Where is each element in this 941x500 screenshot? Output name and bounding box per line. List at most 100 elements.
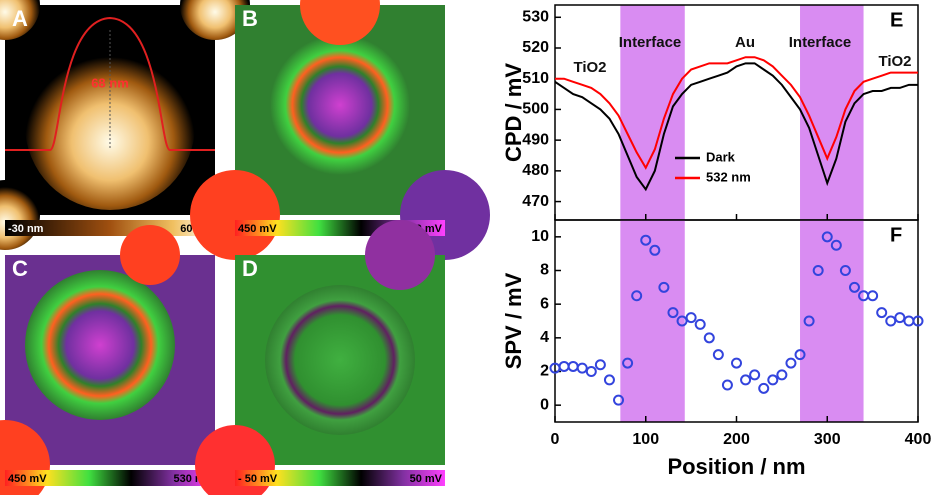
y-axis-label: CPD / mV — [501, 63, 526, 162]
spv-point — [594, 359, 606, 371]
x-tick-label: 400 — [905, 431, 932, 448]
panel-label: C — [12, 256, 28, 281]
spv-point — [803, 315, 815, 327]
spv-point — [585, 366, 597, 377]
annotation: TiO2 — [573, 59, 606, 76]
spv-point — [576, 362, 588, 374]
cpd-map — [25, 270, 175, 420]
spv-point — [839, 265, 851, 276]
cpd-line — [554, 62, 918, 192]
colorbar-min: - 50 mV — [238, 473, 278, 485]
colorbar-min: 450 mV — [8, 473, 47, 485]
x-tick-label: 300 — [814, 431, 841, 448]
spv-point — [830, 239, 842, 251]
spv-point — [749, 369, 761, 381]
y-tick-label: 470 — [522, 193, 549, 210]
spv-point — [721, 379, 733, 391]
au-particle — [25, 40, 195, 210]
annotation: Interface — [789, 34, 852, 51]
y-tick-label: 510 — [522, 70, 549, 87]
y-tick-label: 4 — [540, 329, 549, 346]
y-tick-label: 520 — [522, 39, 549, 56]
x-tick-label: 200 — [723, 431, 750, 448]
panel-label: A — [12, 6, 28, 31]
cpd-map — [300, 0, 380, 45]
cpd-map — [120, 225, 180, 285]
y-tick-label: 530 — [522, 9, 549, 26]
spv-point — [785, 357, 797, 369]
spv-point — [631, 290, 643, 302]
spv-map — [365, 220, 435, 290]
y-tick-label: 500 — [522, 101, 549, 118]
y-tick-label: 8 — [540, 262, 549, 279]
spv-point — [912, 315, 924, 327]
au-particle — [0, 0, 40, 40]
spv-point — [649, 244, 661, 256]
interface-region — [620, 220, 685, 422]
panel-label: E — [890, 9, 903, 31]
spv-point — [885, 315, 897, 327]
au-particle — [180, 0, 250, 40]
interface-region — [620, 5, 685, 220]
y-axis-label: SPV / mV — [501, 272, 526, 369]
spv-point — [876, 307, 888, 319]
panel-label: D — [242, 256, 258, 281]
spv-point — [821, 231, 833, 243]
spv-point — [622, 357, 634, 369]
legend-label: 532 nm — [706, 169, 751, 184]
spv-point — [694, 318, 706, 330]
spv-point — [658, 281, 670, 293]
spv-point — [703, 332, 715, 344]
spv-point — [603, 374, 615, 386]
spv-point — [731, 357, 742, 369]
spv-point — [613, 394, 625, 406]
annotation: TiO2 — [878, 53, 911, 70]
spv-point — [558, 360, 570, 372]
spv-point — [867, 290, 879, 302]
spv-point — [894, 312, 906, 324]
colorbar-min: -30 nm — [8, 223, 44, 235]
spv-point — [758, 382, 770, 394]
y-tick-label: 0 — [540, 396, 549, 413]
colorbar — [5, 470, 215, 486]
height-profile — [5, 16, 215, 151]
spv-point — [676, 315, 688, 327]
colorbar-max: 50 mV — [410, 473, 443, 485]
plot-frame — [554, 219, 919, 423]
spv-point — [767, 374, 779, 386]
colorbar-min: 450 mV — [238, 223, 277, 235]
spv-point — [812, 265, 824, 276]
spv-point — [567, 360, 579, 372]
panel-label: F — [890, 224, 902, 246]
spv-point — [903, 315, 915, 327]
spv-point — [794, 349, 806, 361]
y-tick-label: 480 — [522, 162, 549, 179]
cpd-map — [190, 170, 280, 260]
colorbar — [235, 470, 445, 486]
y-tick-label: 10 — [531, 228, 549, 245]
interface-region — [800, 5, 864, 220]
annotation: Au — [735, 34, 755, 51]
spv-map — [265, 285, 415, 435]
y-tick-label: 2 — [540, 363, 549, 380]
cpd-map — [270, 35, 410, 175]
x-tick-label: 100 — [632, 431, 659, 448]
spv-point — [667, 307, 679, 319]
y-tick-label: 6 — [540, 295, 549, 312]
spv-point — [740, 374, 752, 386]
annotation: Interface — [619, 34, 682, 51]
spv-point — [685, 312, 697, 324]
x-tick-label: 0 — [551, 431, 560, 448]
y-tick-label: 490 — [522, 131, 549, 148]
spv-point — [776, 369, 788, 381]
spv-point — [848, 281, 860, 293]
panel-label: B — [242, 6, 258, 31]
legend-label: Dark — [706, 149, 736, 164]
interface-region — [800, 220, 864, 422]
height-annotation: 68 nm — [91, 75, 129, 90]
spv-point — [640, 234, 652, 246]
cpd-line — [555, 56, 918, 170]
spv-point — [712, 349, 724, 361]
